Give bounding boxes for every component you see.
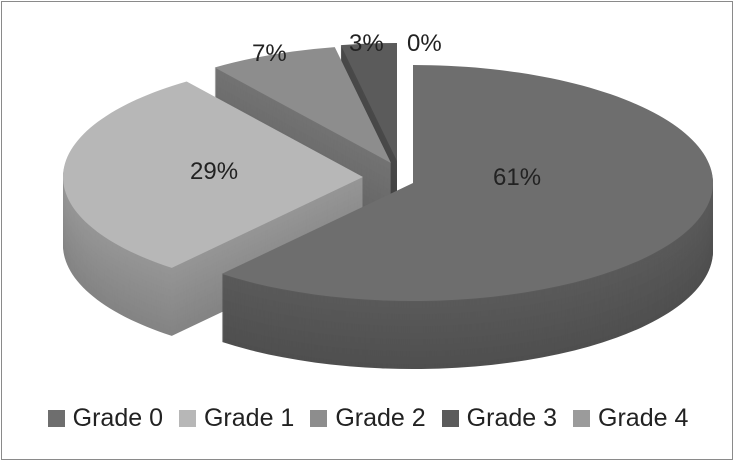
data-label-grade-2: 7% — [252, 40, 287, 67]
legend-swatch — [441, 410, 459, 427]
legend-label: Grade 4 — [598, 404, 689, 432]
legend-swatch — [47, 410, 65, 427]
legend: Grade 0 Grade 1 Grade 2 Grade 3 Grade 4 — [0, 404, 736, 433]
slice-grade-2 — [214, 47, 391, 163]
data-label-grade-1: 29% — [190, 158, 239, 185]
data-label-grade-0: 61% — [493, 164, 542, 191]
legend-item: Grade 3 — [441, 404, 558, 433]
data-label-grade-3: 3% — [349, 30, 384, 57]
legend-swatch — [310, 410, 328, 427]
legend-label: Grade 2 — [335, 404, 426, 432]
slice-grade-1 — [62, 81, 364, 268]
data-label-grade-4: 0% — [407, 30, 442, 57]
legend-label: Grade 3 — [466, 404, 558, 432]
legend-item: Grade 4 — [573, 404, 688, 433]
legend-label: Grade 0 — [72, 404, 163, 432]
slice-grade-0 — [221, 65, 714, 302]
legend-item: Grade 1 — [178, 404, 295, 433]
legend-item: Grade 0 — [47, 404, 163, 433]
legend-swatch — [573, 410, 591, 427]
legend-swatch — [178, 410, 196, 427]
legend-item: Grade 2 — [310, 404, 426, 433]
slice-grade-3 — [340, 43, 397, 161]
legend-label: Grade 1 — [203, 404, 295, 432]
